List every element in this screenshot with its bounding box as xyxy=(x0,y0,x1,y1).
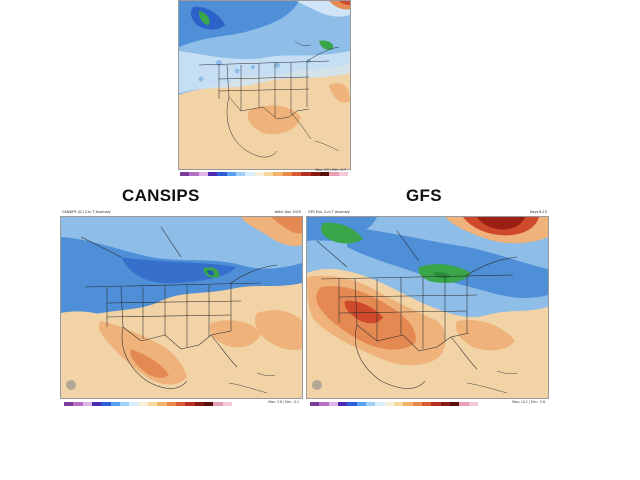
colorbar-swatch xyxy=(356,402,366,406)
colorbar-swatch xyxy=(273,172,283,176)
colorbar-swatch xyxy=(129,402,139,406)
top-colorbar xyxy=(180,172,348,176)
colorbar-swatch xyxy=(207,172,218,176)
colorbar-swatch xyxy=(180,172,190,176)
cansips-header: CANSIPS (IC) 2-m T Anomaly Valid: Dec 20… xyxy=(60,209,303,216)
colorbar-swatch xyxy=(365,402,376,406)
colorbar-swatch xyxy=(459,402,469,406)
colorbar-swatch xyxy=(119,402,130,406)
colorbar-swatch xyxy=(110,402,120,406)
colorbar-swatch xyxy=(101,402,111,406)
gfs-header: GFS Ens. 2-m T Anomaly Days 8-15 xyxy=(306,209,549,216)
colorbar-swatch xyxy=(440,402,450,406)
colorbar-swatch xyxy=(347,402,357,406)
colorbar-swatch xyxy=(203,402,214,406)
colorbar-swatch xyxy=(91,402,102,406)
colorbar-swatch xyxy=(338,172,348,176)
colorbar-swatch xyxy=(185,402,195,406)
colorbar-swatch xyxy=(393,402,404,406)
gfs-header-right: Days 8-15 xyxy=(529,210,547,214)
colorbar-swatch xyxy=(431,402,441,406)
colorbar-swatch xyxy=(337,402,348,406)
colorbar-swatch xyxy=(375,402,385,406)
colorbar-swatch xyxy=(147,402,158,406)
colorbar-swatch xyxy=(194,402,204,406)
colorbar-swatch xyxy=(235,172,246,176)
cansips-anomaly-map xyxy=(60,216,303,399)
cansips-header-left: CANSIPS (IC) 2-m T Anomaly xyxy=(62,210,111,214)
colorbar-swatch xyxy=(189,172,199,176)
colorbar-swatch xyxy=(263,172,274,176)
colorbar-swatch xyxy=(82,402,92,406)
colorbar-swatch xyxy=(329,172,339,176)
colorbar-swatch xyxy=(157,402,167,406)
colorbar-swatch xyxy=(64,402,74,406)
gfs-colorbar xyxy=(310,402,478,406)
colorbar-swatch xyxy=(198,172,208,176)
colorbar-swatch xyxy=(310,172,320,176)
gfs-map-svg xyxy=(307,217,548,398)
cansips-header-right: Valid: Dec 2025 xyxy=(274,210,301,214)
colorbar-swatch xyxy=(319,402,329,406)
colorbar-swatch xyxy=(217,172,227,176)
colorbar-swatch xyxy=(254,172,264,176)
gfs-header-left: GFS Ens. 2-m T Anomaly xyxy=(308,210,350,214)
colorbar-swatch xyxy=(138,402,148,406)
colorbar-swatch xyxy=(73,402,83,406)
top-anomaly-map xyxy=(178,0,351,170)
colorbar-swatch xyxy=(213,402,223,406)
colorbar-swatch xyxy=(403,402,413,406)
colorbar-swatch xyxy=(282,172,292,176)
colorbar-swatch xyxy=(166,402,176,406)
colorbar-swatch xyxy=(412,402,422,406)
cansips-map-panel: CANSIPS (IC) 2-m T Anomaly Valid: Dec 20… xyxy=(60,209,303,411)
gfs-anomaly-map xyxy=(306,216,549,399)
gfs-map-panel: GFS Ens. 2-m T Anomaly Days 8-15 xyxy=(306,209,549,411)
cansips-title: CANSIPS xyxy=(122,186,200,205)
colorbar-swatch xyxy=(310,402,320,406)
colorbar-swatch xyxy=(291,172,302,176)
colorbar-swatch xyxy=(301,172,311,176)
top-map-panel: Max: 4.5 | Min: -5.7 xyxy=(178,0,351,182)
colorbar-swatch xyxy=(328,402,338,406)
colorbar-swatch xyxy=(384,402,394,406)
colorbar-swatch xyxy=(245,172,255,176)
top-map-svg xyxy=(179,1,350,169)
colorbar-swatch xyxy=(222,402,232,406)
cansips-colorbar xyxy=(64,402,232,406)
colorbar-swatch xyxy=(468,402,478,406)
colorbar-swatch xyxy=(449,402,460,406)
colorbar-swatch xyxy=(319,172,330,176)
top-stats-text: Max: 4.5 | Min: -5.7 xyxy=(315,168,346,172)
cansips-stats-text: Max: 3.6 | Min: -3.1 xyxy=(268,400,299,404)
cansips-map-svg xyxy=(61,217,302,398)
colorbar-swatch xyxy=(175,402,186,406)
gfs-title: GFS xyxy=(406,186,442,205)
gfs-stats-text: Max: 10.1 | Min: -3.8 xyxy=(512,400,545,404)
colorbar-swatch xyxy=(421,402,432,406)
colorbar-swatch xyxy=(226,172,236,176)
